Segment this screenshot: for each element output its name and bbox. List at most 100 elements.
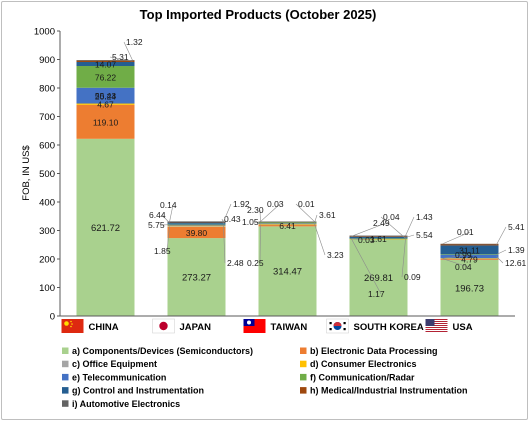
- bar-segment: [76, 104, 135, 139]
- y-tick-label: 300: [39, 226, 55, 237]
- y-tick-label: 600: [39, 141, 55, 152]
- y-tick-label: 0: [50, 312, 55, 323]
- data-label: 4.79: [461, 255, 478, 265]
- label-leader-line: [496, 256, 504, 264]
- category-usa: USA: [425, 319, 473, 333]
- data-label: 2.30: [247, 205, 264, 215]
- legend-swatch: [62, 400, 69, 407]
- data-label: 55.43: [95, 91, 117, 101]
- y-axis-label: FOB, IN US$: [21, 145, 32, 201]
- label-leader-line: [496, 249, 507, 255]
- label-leader-line: [223, 225, 226, 264]
- data-label: 3.23: [327, 250, 344, 260]
- y-tick-label: 700: [39, 112, 55, 123]
- bar-segment: [258, 221, 317, 223]
- data-label: 0.43: [224, 214, 241, 224]
- label-leader-line: [351, 238, 382, 295]
- legend-swatch: [62, 373, 69, 381]
- y-axis: 0 100 200 300 400 500 600 700 800 900 1000: [34, 27, 61, 323]
- label-leader-line: [405, 216, 415, 236]
- bar-segment: [76, 60, 135, 61]
- y-tick-label: 100: [39, 283, 55, 294]
- bar-segment: [258, 224, 317, 227]
- label-leader-line: [123, 41, 133, 61]
- bar-segment: [349, 235, 408, 237]
- y-tick-label: 400: [39, 198, 55, 209]
- data-label: 4.67: [97, 100, 114, 110]
- bar-segment: [167, 221, 226, 223]
- legend-label: g) Control and Instrumentation: [72, 386, 204, 396]
- japan-flag-icon: [152, 318, 175, 334]
- y-tick-label: 200: [39, 255, 55, 266]
- bar-segment: [440, 259, 499, 316]
- legend-item: a) Components/Devices (Semiconductors): [62, 346, 253, 356]
- y-tick-label: 500: [39, 169, 55, 180]
- legend-label: e) Telecommunication: [72, 372, 166, 382]
- bars: [76, 60, 499, 316]
- usa-flag-icon: [425, 319, 448, 333]
- legend-item: h) Medical/Industrial Instrumentation: [300, 386, 468, 396]
- data-label: 1.43: [416, 212, 433, 222]
- label-leader-line: [314, 223, 326, 256]
- legend-item: e) Telecommunication: [62, 372, 166, 382]
- data-label: 31.11: [459, 245, 480, 255]
- label-leader-line: [223, 203, 232, 222]
- legend-swatch: [62, 360, 69, 368]
- data-label: 196.73: [455, 283, 484, 294]
- data-label: 273.27: [182, 273, 211, 284]
- x-axis: CHINA JAPAN TAIWAN SOUTH KOREA USA: [60, 315, 515, 334]
- bar-segment: [167, 223, 226, 225]
- label-leader-line: [442, 258, 469, 268]
- data-label: 1.05: [242, 217, 259, 227]
- label-leader-line: [351, 238, 372, 241]
- data-label: 12.61: [505, 258, 527, 268]
- data-label: 0.03: [358, 235, 375, 245]
- data-label: 76.22: [95, 72, 117, 82]
- bar-segment: [349, 236, 408, 239]
- legend-swatch: [300, 387, 307, 394]
- legend-label: d) Consumer Electronics: [310, 359, 417, 369]
- category-label: CHINA: [89, 322, 119, 333]
- legend-item: c) Office Equipment: [62, 359, 157, 369]
- bar-segment: [349, 239, 408, 316]
- data-label: 6.41: [279, 221, 296, 231]
- bar-segment: [349, 235, 408, 237]
- label-leader-line: [259, 224, 261, 264]
- bar-segment: [76, 138, 135, 316]
- y-tick-label: 1000: [34, 27, 55, 38]
- label-leader-line: [442, 254, 469, 259]
- category-label: SOUTH KOREA: [354, 322, 424, 333]
- data-label: 0.04: [383, 212, 400, 222]
- label-leader-line: [166, 226, 170, 252]
- legend-swatch: [300, 373, 307, 381]
- bar-segment: [167, 226, 226, 239]
- label-leader-line: [260, 203, 281, 222]
- label-leader-line: [314, 214, 318, 223]
- label-leader-line: [380, 216, 406, 239]
- y-tick-label: 900: [39, 55, 55, 66]
- bar-segment: [258, 223, 317, 225]
- taiwan-flag-icon: [243, 319, 266, 333]
- bar-segment: [258, 223, 317, 224]
- label-leader-line: [442, 231, 471, 245]
- data-label: 0.01: [298, 199, 315, 209]
- bar-segment: [440, 258, 499, 259]
- category-taiwan: TAIWAN: [243, 319, 308, 333]
- data-label: 0.03: [267, 199, 284, 209]
- legend-swatch: [62, 387, 69, 394]
- category-japan: JAPAN: [152, 318, 211, 334]
- category-south-korea: SOUTH KOREA: [326, 318, 424, 334]
- bar-segment: [76, 87, 135, 104]
- bar-segment: [76, 62, 135, 67]
- category-label: TAIWAN: [271, 322, 308, 333]
- legend-item: i) Automotive Electronics: [62, 399, 180, 409]
- bar-segment: [76, 103, 135, 105]
- label-leader-line: [295, 203, 315, 222]
- data-label: 314.47: [273, 267, 302, 278]
- label-leader-line: [405, 234, 415, 238]
- legend-swatch: [300, 347, 307, 354]
- legend-item: d) Consumer Electronics: [300, 359, 417, 369]
- bar-segment: [167, 223, 226, 226]
- y-tick-label: 800: [39, 84, 55, 95]
- bar-segment: [258, 222, 317, 224]
